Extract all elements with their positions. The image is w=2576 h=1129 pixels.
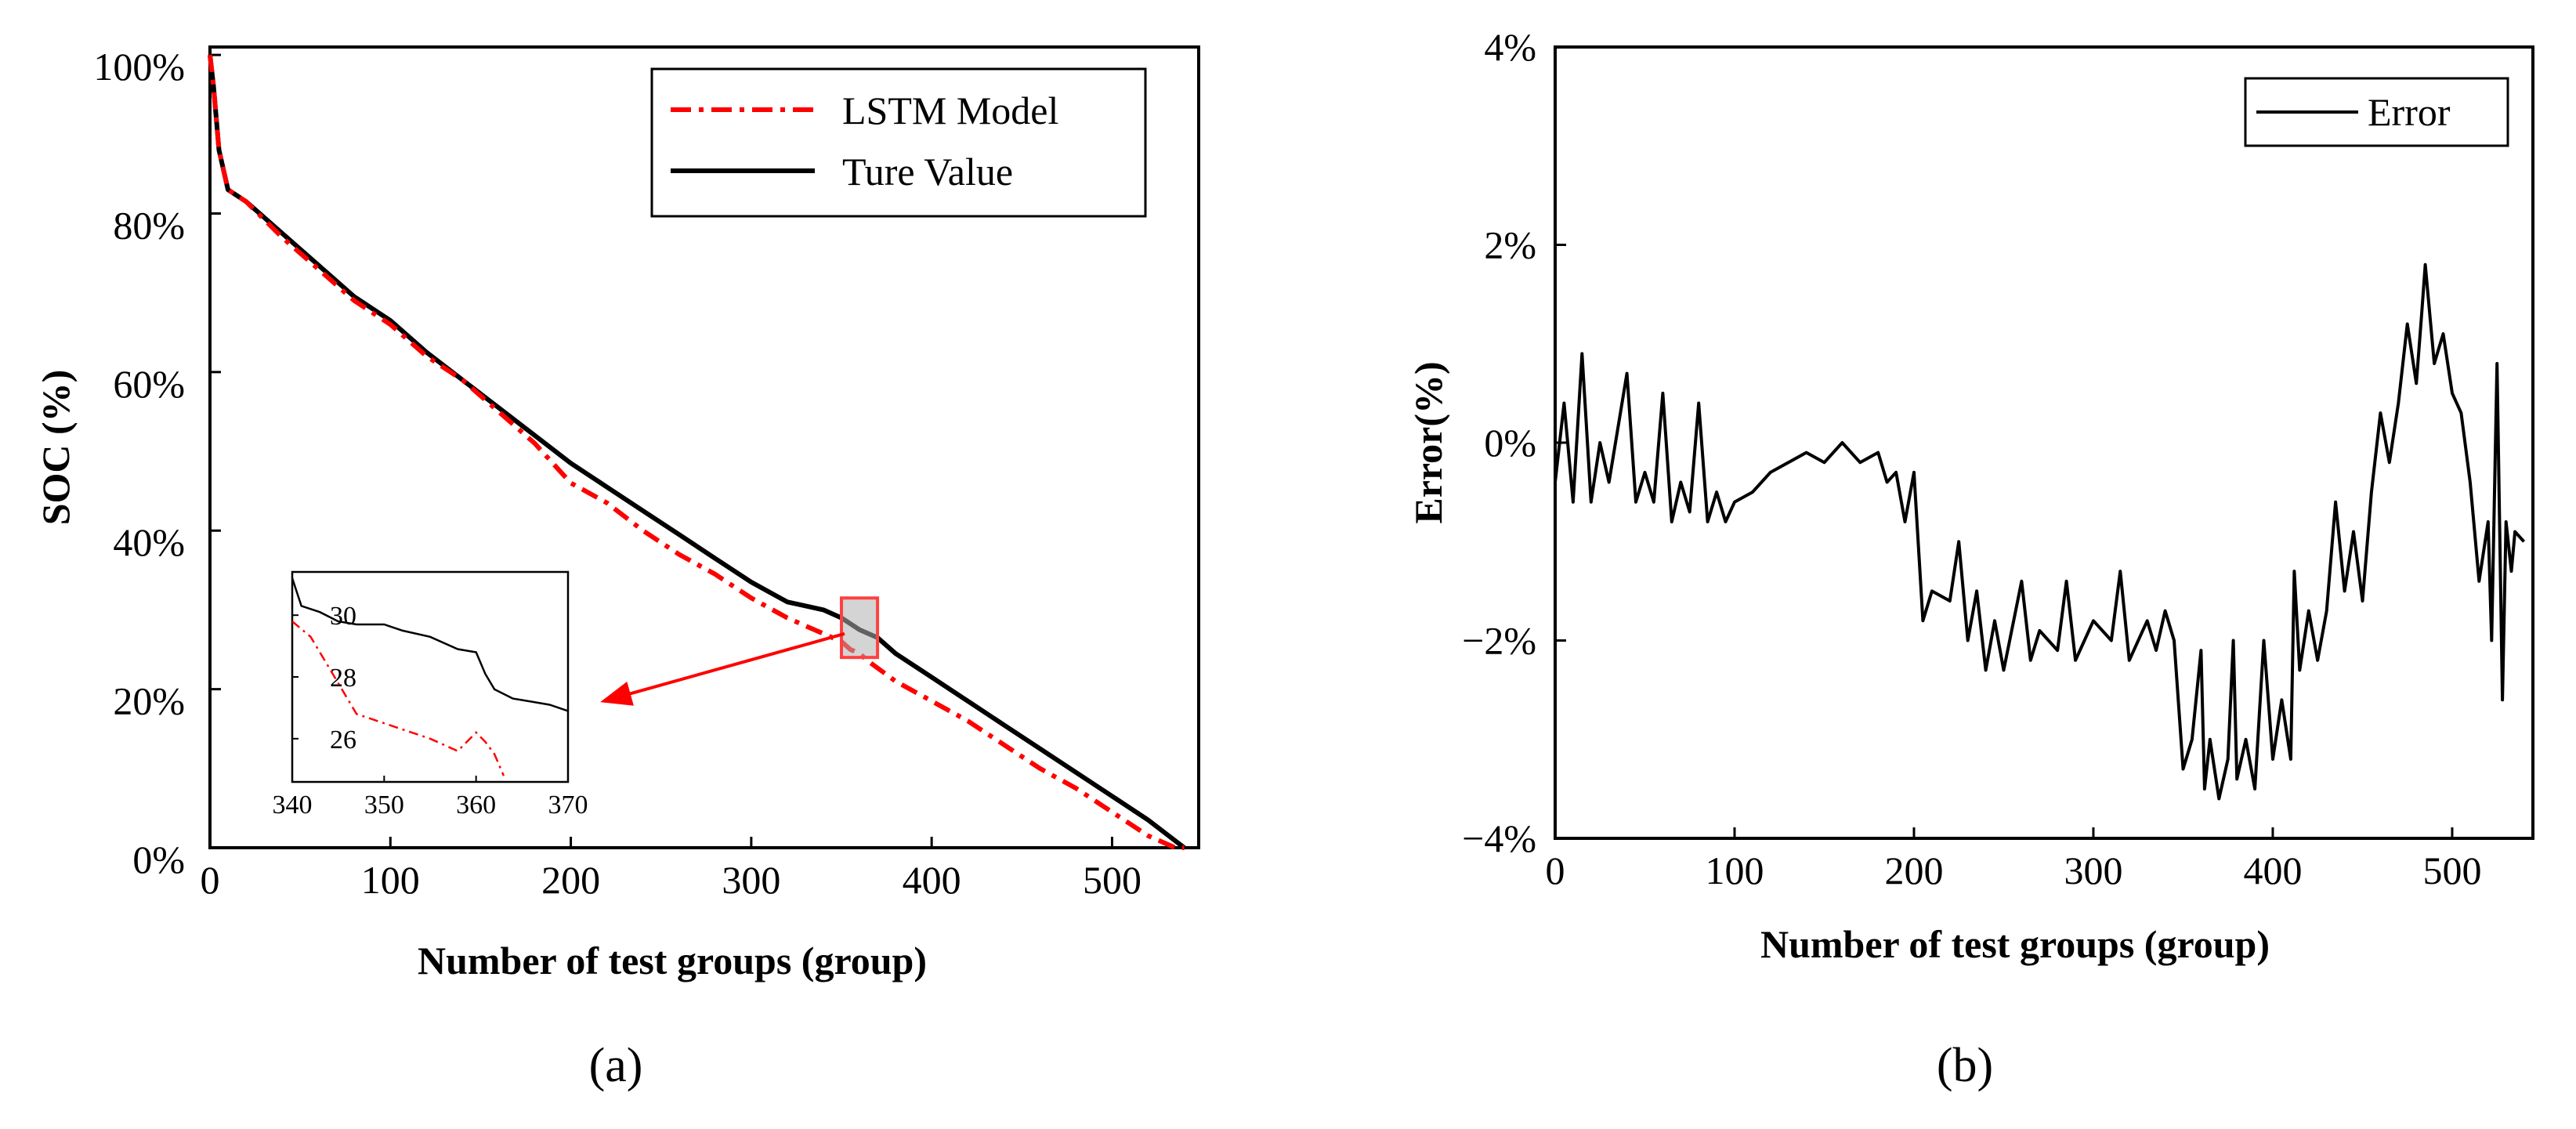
chart-b-series [1554,262,2526,801]
inset-ticks: 340 350 360 370 26 28 30 [273,602,588,820]
y-tick-label: 80% [113,203,185,247]
x-tick-label: 200 [541,858,600,902]
x-tick-label: 100 [1705,849,1764,892]
chart-b-x-axis-title: Number of test groups (group) [1760,922,2270,966]
chart-a-y-axis-title: SOC (%) [34,370,78,526]
chart-a-x-ticks: 0 100 200 300 400 500 [201,837,1141,902]
chart-a-caption: (a) [589,1039,643,1092]
inset-x-tick-label: 370 [548,791,588,820]
inset-x-tick-label: 350 [364,791,404,820]
inset-series [292,577,568,776]
inset-line-ture-value [292,577,568,712]
inset-y-tick-label: 30 [330,602,356,631]
chart-b-x-ticks: 0 100 200 300 400 500 [1546,827,2481,892]
legend-label-lstm-model: LSTM Model [842,89,1058,132]
chart-b-caption: (b) [1937,1039,1993,1092]
x-tick-label: 100 [361,858,420,902]
x-tick-label: 400 [2243,849,2302,892]
inset-frame [291,570,570,783]
zoom-arrow [600,631,845,706]
legend-label-ture-value: Ture Value [842,150,1013,194]
x-tick-label: 300 [2064,849,2122,892]
chart-a-plot-frame [208,45,1200,849]
chart-b-legend: Error [2244,77,2509,147]
chart-b-y-ticks: −4% −2% 0% 2% 4% [1462,25,1566,860]
x-tick-label: 200 [1884,849,1943,892]
y-tick-label: 20% [113,679,185,723]
y-tick-label: 2% [1484,223,1536,267]
x-tick-label: 300 [722,858,780,902]
x-tick-label: 400 [903,858,961,902]
y-tick-label: 40% [113,520,185,564]
x-tick-label: 500 [1083,858,1141,902]
series-line-error [1554,262,2526,801]
inset-line-lstm-model [292,621,505,776]
chart-a-x-axis-title: Number of test groups (group) [418,939,927,982]
x-tick-label: 500 [2422,849,2481,892]
y-tick-label: −4% [1462,816,1536,860]
zoom-region-marker [840,596,880,660]
inset-x-tick-label: 340 [273,791,313,820]
inset-y-tick-label: 26 [330,726,356,754]
series-line-lstm-model [208,54,1185,850]
chart-a-legend: LSTM Model Ture Value [650,67,1147,218]
x-tick-label: 0 [1546,849,1565,892]
chart-a-y-ticks: 0% 20% 40% 60% 80% 100% [93,45,221,881]
y-tick-label: 0% [132,838,185,881]
chart-b: 0 100 200 300 400 500 −4% −2% 0% 2% 4% Error Erro… [1406,25,2534,1092]
legend-box [650,67,1147,218]
y-tick-label: 4% [1484,25,1536,69]
series-line-ture-value [208,54,1186,850]
y-tick-label: 0% [1484,421,1536,465]
inset-x-tick-label: 360 [456,791,496,820]
chart-a-inset: 340 350 360 370 26 28 30 [273,570,588,820]
x-tick-label: 0 [201,858,220,902]
y-tick-label: 60% [113,362,185,406]
inset-y-tick-label: 28 [330,664,356,693]
y-tick-label: −2% [1462,619,1536,663]
y-tick-label: 100% [93,45,185,89]
chart-a-series [208,54,1186,850]
legend-label-error: Error [2368,90,2451,134]
chart-b-y-axis-title: Error(%) [1406,361,1450,523]
chart-a: 0 100 200 300 400 500 0%20%40%60%80%100% 340 3… [34,45,1200,1092]
